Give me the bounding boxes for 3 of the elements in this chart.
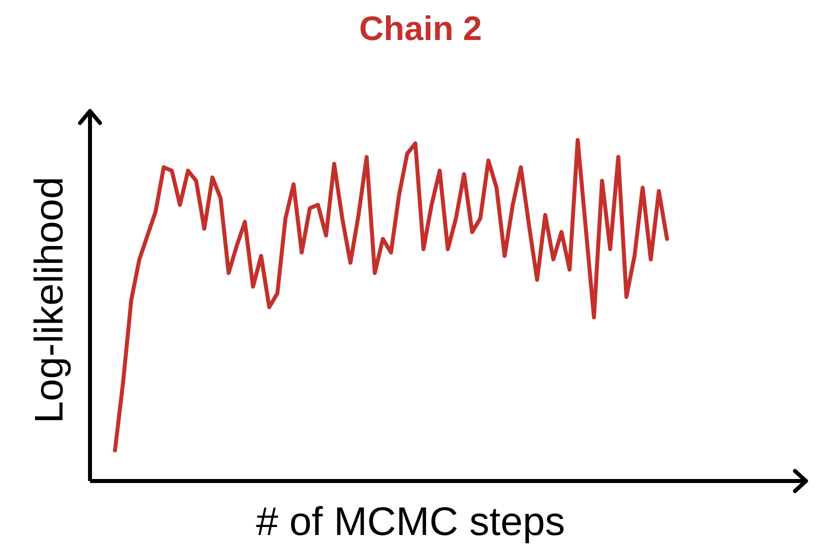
chart-title: Chain 2	[358, 10, 483, 49]
x-axis-title: # of MCMC steps	[255, 500, 566, 545]
y-axis-title: Log-likelihood	[28, 176, 72, 424]
